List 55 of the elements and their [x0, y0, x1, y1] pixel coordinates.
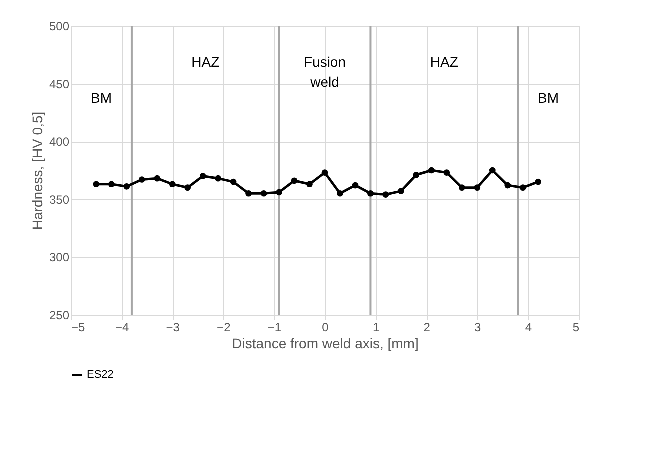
point	[322, 170, 328, 176]
point	[520, 184, 526, 191]
point	[124, 184, 130, 190]
x-tick-label: 4	[525, 320, 532, 334]
y-tick-label: 400	[49, 135, 70, 150]
x-tick-label: −1	[268, 320, 282, 334]
point	[291, 178, 298, 184]
x-tick-label: 3	[474, 320, 482, 334]
annotation: HAZ	[430, 54, 459, 70]
point	[459, 184, 466, 191]
x-tick-label: 5	[572, 320, 580, 334]
point	[169, 181, 176, 188]
point	[337, 190, 344, 197]
point	[215, 175, 222, 182]
x-tick-label: 0	[322, 320, 330, 334]
x-tick-label: −5	[72, 320, 86, 334]
legend-label: ES22	[87, 369, 114, 381]
y-tick-label: 500	[49, 20, 70, 34]
point	[535, 178, 542, 186]
point	[413, 172, 420, 178]
y-axis-title: Hardness, [HV 0,5]	[29, 112, 46, 230]
point	[474, 184, 481, 191]
point	[444, 170, 450, 176]
point	[93, 181, 100, 188]
point	[352, 182, 359, 189]
x-axis-title: Distance from weld axis, [mm]	[232, 336, 419, 352]
point	[184, 184, 191, 191]
annotation: BM	[90, 90, 112, 106]
point	[200, 173, 206, 180]
point	[138, 176, 146, 183]
annotation: Fusion weld	[304, 54, 346, 90]
annotation: BM	[538, 90, 560, 106]
y-tick-label: 450	[49, 77, 70, 92]
y-tick-label: 300	[49, 250, 70, 265]
x-tick-label: 2	[424, 320, 431, 334]
point	[428, 167, 435, 174]
point	[230, 178, 237, 186]
point	[489, 167, 496, 174]
point	[368, 190, 374, 197]
annotation: HAZ	[192, 54, 220, 70]
x-tick-label: −3	[166, 320, 180, 334]
point	[246, 190, 252, 197]
point	[306, 181, 313, 188]
x-tick-label: 1	[372, 320, 380, 334]
point	[504, 182, 512, 189]
x-tick-label: −2	[217, 320, 232, 334]
point	[154, 175, 161, 182]
point	[382, 192, 390, 198]
y-tick-label: 250	[49, 308, 70, 322]
point	[260, 190, 268, 197]
y-tick-label: 350	[49, 192, 70, 207]
point	[398, 188, 404, 194]
point	[276, 189, 282, 196]
point	[108, 181, 115, 188]
x-tick-label: −4	[115, 320, 130, 334]
